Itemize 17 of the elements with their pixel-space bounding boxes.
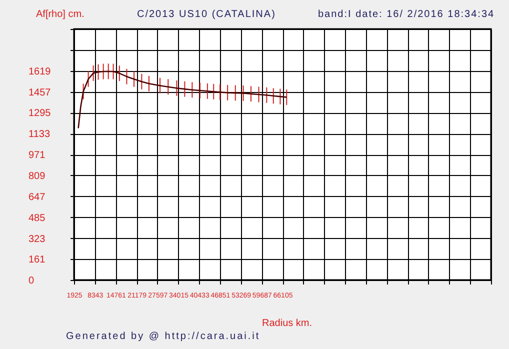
y-tick-label: 161 xyxy=(28,254,46,266)
text: Generated by @ http://cara.uai.it xyxy=(66,331,260,342)
line-series xyxy=(78,70,288,129)
y-tick-label: 1133 xyxy=(28,129,50,140)
y-tick-label: 1295 xyxy=(28,108,52,120)
x-axis-title: Radius km. xyxy=(262,318,312,329)
y-tick-label: 323 xyxy=(28,234,46,245)
y-tick-label: 1619 xyxy=(28,66,52,78)
y-tick-label: 485 xyxy=(28,212,46,224)
y-axis-title: Af[rho] cm. xyxy=(36,9,84,20)
y-tick-label: 809 xyxy=(28,170,46,182)
y-tick-label: 971 xyxy=(28,150,46,162)
chart-title: C/2013 US10 (CATALINA) xyxy=(137,9,276,20)
y-tick-label: 1457 xyxy=(28,87,52,98)
y-tick-label: 0 xyxy=(28,276,34,286)
y-tick-label: 647 xyxy=(28,192,46,203)
chart-subtitle: band:I date: 16/ 2/2016 18:34:34 xyxy=(318,9,495,20)
